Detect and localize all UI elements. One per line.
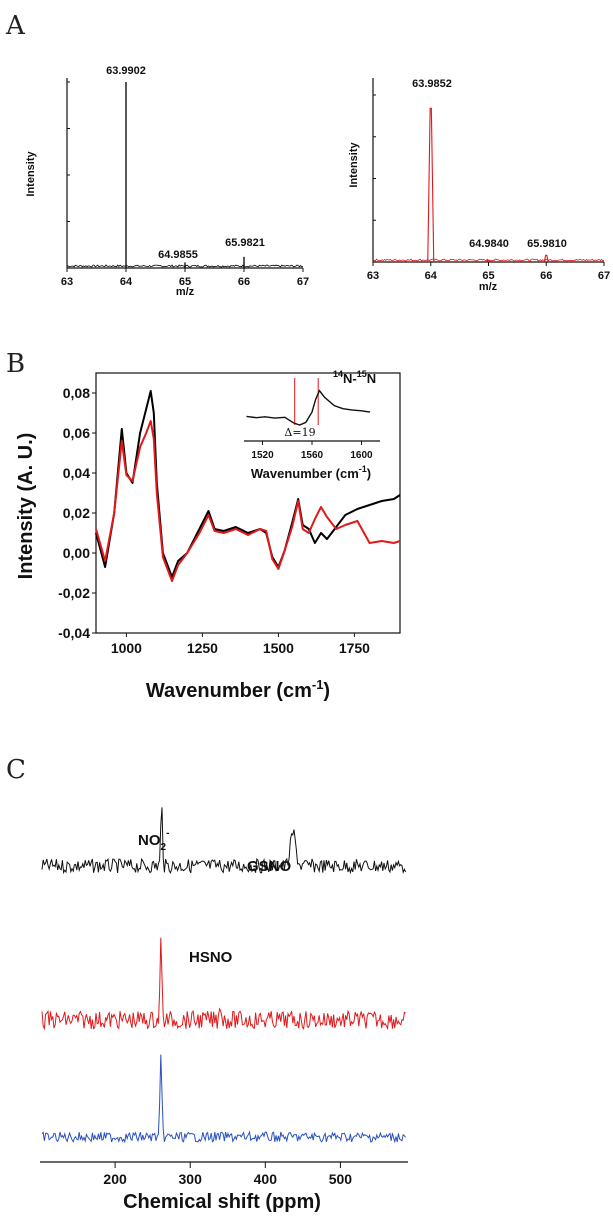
x-axis-label: Chemical shift (ppm) [123,1191,321,1213]
plot-frame [95,372,401,634]
x-tick-label: 1000 [111,640,142,656]
x-tick-label: 65 [179,276,191,288]
inset-line [246,389,371,426]
x-tick-label: 200 [103,1171,127,1187]
y-axis-label: Intensity [348,142,360,188]
inset-chart: 1520 1560 1600 Δ=19 14N-15N Wavenumber (cm… [244,369,380,481]
x-tick-label: 1750 [339,640,370,656]
inset-x-tick-label: 1520 [251,450,274,461]
y-axis-label: Intensity (A. U.) [15,433,37,580]
x-tick-label: 500 [329,1171,353,1187]
y-tick-label: 0,08 [63,385,90,401]
x-tick-label: 1250 [187,640,218,656]
peak-line [486,259,491,263]
y-tick-label: -0,04 [58,625,90,641]
annotation-hsno: HSNO [189,949,233,966]
x-axis-label: m/z [176,286,195,298]
nmr-spectrum-line [41,1054,406,1144]
chart-a-right: 63 64 65 66 67 63.9852 64.9840 65.9810 Intensi… [348,78,610,293]
peak-label: 65.9810 [527,238,567,250]
x-tick-label: 66 [540,270,552,282]
x-tick-label: 1500 [263,640,294,656]
nmr-spectrum-line [41,807,407,875]
x-axis-label: Wavenumber (cm-1) [146,677,330,702]
x-tick-label: 66 [238,276,250,288]
chart-c-nmr: 200 300 400 500 NO2- GSNO HSNO Chemical shi… [40,807,408,1213]
y-tick-label: 0,06 [63,425,90,441]
x-tick-label: 63 [367,270,379,282]
x-tick-label: 67 [598,270,610,282]
y-tick-label: 0,02 [63,505,90,521]
y-tick-label: 0,00 [63,545,90,561]
y-axis-label: Intensity [25,151,37,197]
peak-line [543,254,549,263]
inset-delta-label: Δ=19 [284,426,315,439]
annotation-gsno: GSNO [247,858,292,875]
y-tick-label: 0,04 [63,465,90,481]
nmr-spectrum-line [41,937,406,1031]
x-tick-label: 64 [120,276,133,288]
x-axis-label: m/z [479,281,498,293]
panel-letter-c: C [6,755,26,785]
x-tick-label: 63 [61,276,73,288]
y-tick-label: -0,02 [58,585,90,601]
inset-x-tick-label: 1600 [350,450,373,461]
x-tick-label: 300 [179,1171,203,1187]
spectrum-line [95,420,401,582]
inset-x-label: Wavenumber (cm-1) [251,464,371,481]
chart-a-left: 63 64 65 66 67 63.9902 64.9855 65.9821 Intensi… [25,65,309,298]
chart-b-ftir: -0,04 -0,02 0,00 0,02 0,04 0,06 0,08 1000 1250 1… [15,369,401,702]
peak-label: 64.9855 [158,249,198,261]
inset-title: 14N-15N [333,369,376,386]
x-tick-label: 65 [482,270,494,282]
panel-letter-a: A [5,11,26,41]
peak-label: 63.9902 [106,65,146,77]
x-tick-label: 67 [297,276,309,288]
x-tick-label: 400 [254,1171,278,1187]
annotation-nitrite: NO2- [138,828,169,853]
peak-line [427,107,435,263]
x-tick-label: 64 [425,270,438,282]
panel-letter-b: B [6,349,25,379]
peak-label: 65.9821 [225,237,265,249]
inset-x-tick-label: 1560 [301,450,324,461]
peak-label: 63.9852 [412,78,452,90]
peak-label: 64.9840 [469,238,509,250]
spectrum-line [95,390,401,578]
